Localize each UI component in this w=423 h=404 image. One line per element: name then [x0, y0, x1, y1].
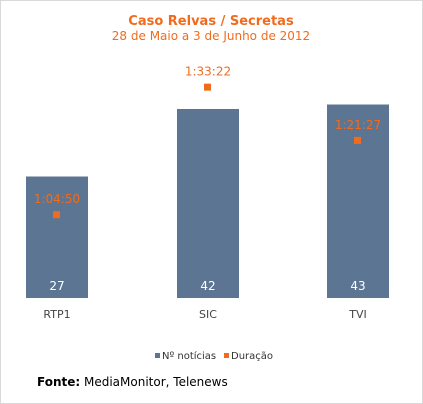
source-note: Fonte: MediaMonitor, Telenews — [37, 375, 228, 389]
legend-label-duracao: Duração — [231, 351, 273, 362]
source-text: MediaMonitor, Telenews — [80, 375, 228, 389]
legend-swatch-noticias — [155, 353, 160, 358]
bar-value-label-tvi: 43 — [350, 279, 365, 293]
legend-label-noticias: Nº notícias — [162, 350, 216, 362]
bar-rtp1 — [26, 176, 88, 298]
legend-swatch-duracao — [224, 353, 229, 358]
chart-title: Caso Relvas / Secretas — [128, 14, 294, 29]
chart-subtitle: 28 de Maio a 3 de Junho de 2012 — [112, 29, 310, 43]
bar-value-label-sic: 42 — [200, 279, 215, 293]
duration-marker-rtp1 — [53, 211, 60, 219]
bar-value-label-rtp1: 27 — [49, 279, 64, 293]
duration-marker-tvi — [354, 136, 361, 144]
bar-tvi — [327, 104, 389, 298]
duration-label-rtp1: 1:04:50 — [34, 192, 80, 206]
bar-sic — [177, 109, 239, 298]
duration-label-tvi: 1:21:27 — [335, 118, 381, 132]
duration-marker-sic — [204, 83, 211, 91]
category-label-sic: SIC — [199, 308, 217, 321]
category-label-rtp1: RTP1 — [43, 308, 70, 321]
category-label-tvi: TVI — [348, 308, 367, 321]
source-label: Fonte: — [37, 375, 81, 389]
duration-label-sic: 1:33:22 — [185, 65, 231, 79]
